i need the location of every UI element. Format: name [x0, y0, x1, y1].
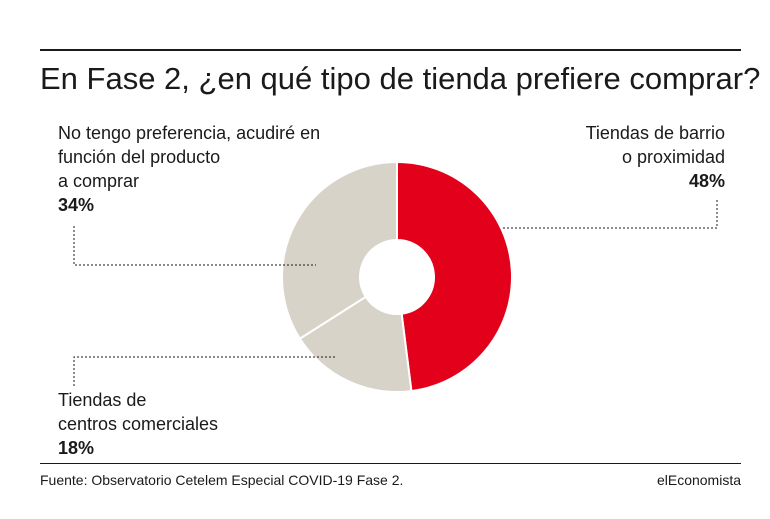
bottom-rule [40, 463, 741, 464]
slice-label-shopping-centers: Tiendas de centros comerciales 18% [58, 388, 218, 460]
slice-label-line: función del producto [58, 147, 221, 167]
brand-logo-text: elEconomista [656, 472, 741, 488]
slice-value-label: 48% [688, 171, 725, 191]
slice-label-line: Tiendas de barrio [585, 123, 725, 143]
donut-slices [281, 160, 513, 393]
leader-lines [73, 198, 718, 387]
slice-label-line: o proximidad [621, 147, 725, 167]
slice-label-line: Tiendas de [58, 390, 147, 410]
slice-value-label: 18% [58, 438, 95, 458]
slice-label-line: centros comerciales [58, 414, 219, 434]
chart-title: En Fase 2, ¿en qué tipo de tienda prefie… [40, 61, 761, 96]
leader-line-right [503, 198, 718, 229]
slice-value-label: 34% [58, 195, 95, 215]
top-rule [40, 49, 741, 51]
slice-shopping-centers [298, 295, 413, 393]
slice-label-line: a comprar [58, 171, 140, 191]
slice-label-line: No tengo preferencia, acudiré en [58, 123, 321, 143]
source-note: Fuente: Observatorio Cetelem Especial CO… [40, 472, 404, 488]
leader-line-left [73, 226, 316, 266]
slice-label-no-preference: No tengo preferencia, acudiré en función… [58, 121, 320, 217]
slice-neighborhood-stores [396, 160, 513, 393]
slice-no-preference [281, 160, 398, 341]
leader-line-bottom [73, 356, 335, 387]
slice-label-neighborhood-stores: Tiendas de barrio o proximidad 48% [586, 121, 725, 193]
